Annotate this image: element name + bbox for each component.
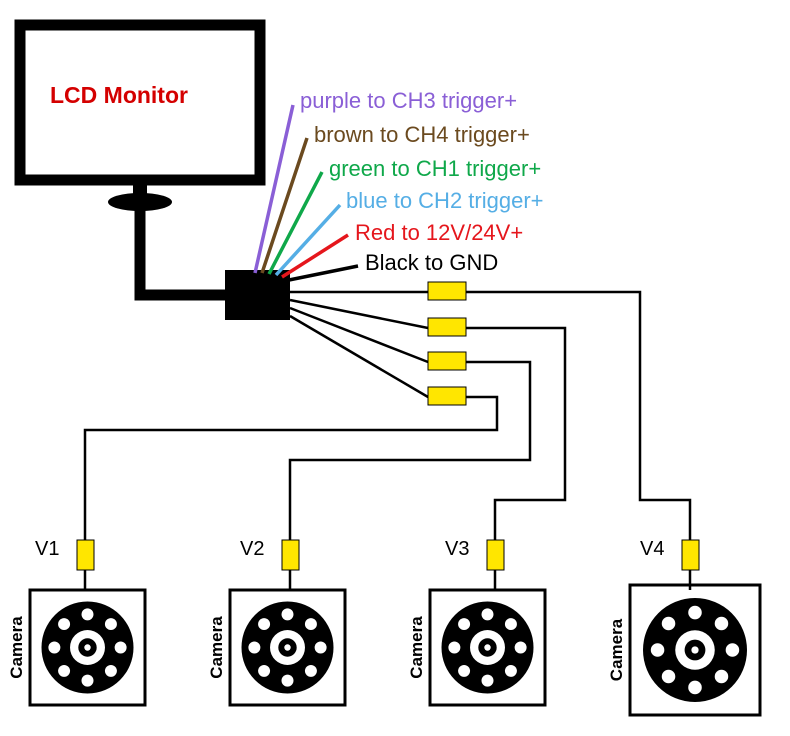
trigger-label-1: brown to CH4 trigger+ bbox=[314, 122, 530, 147]
monitor-cable bbox=[140, 208, 225, 295]
hub-connector-2 bbox=[428, 352, 466, 370]
v-label-1: V2 bbox=[240, 538, 264, 560]
v-label-2: V3 bbox=[445, 538, 469, 560]
v-label-0: V1 bbox=[35, 538, 59, 560]
trigger-wire-5 bbox=[289, 266, 358, 280]
camera-0 bbox=[30, 590, 145, 705]
v-connector-3 bbox=[682, 540, 699, 570]
v-label-3: V4 bbox=[640, 538, 664, 560]
trigger-label-5: Black to GND bbox=[365, 250, 498, 275]
hub-output-1 bbox=[290, 300, 428, 328]
v-connector-1 bbox=[282, 540, 299, 570]
hub-connector-3 bbox=[428, 387, 466, 405]
trigger-label-4: Red to 12V/24V+ bbox=[355, 220, 523, 245]
hub-output-3 bbox=[290, 316, 428, 397]
camera-label-3: Camera bbox=[607, 618, 626, 681]
v-connector-0 bbox=[77, 540, 94, 570]
camera-1 bbox=[230, 590, 345, 705]
v-connector-2 bbox=[487, 540, 504, 570]
trigger-label-0: purple to CH3 trigger+ bbox=[300, 88, 517, 113]
hub-output-2 bbox=[290, 308, 428, 362]
camera-label-0: Camera bbox=[7, 616, 26, 679]
camera-label-2: Camera bbox=[407, 616, 426, 679]
monitor-label: LCD Monitor bbox=[50, 82, 188, 108]
long-cable-1 bbox=[466, 328, 565, 540]
camera-3 bbox=[630, 585, 760, 715]
wiring-diagram: LCD Monitor purple to CH3 trigger+ brown t… bbox=[0, 0, 790, 736]
hub-box bbox=[225, 270, 290, 320]
hub-connector-1 bbox=[428, 318, 466, 336]
camera-2 bbox=[430, 590, 545, 705]
trigger-label-3: blue to CH2 trigger+ bbox=[346, 188, 544, 213]
camera-label-1: Camera bbox=[207, 616, 226, 679]
hub-connector-0 bbox=[428, 282, 466, 300]
trigger-label-2: green to CH1 trigger+ bbox=[329, 156, 541, 181]
